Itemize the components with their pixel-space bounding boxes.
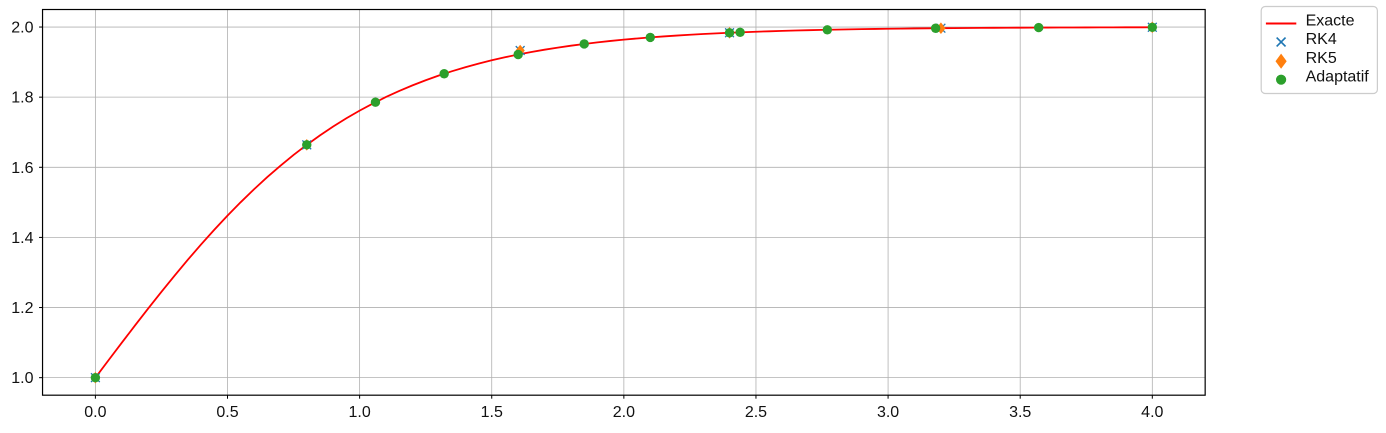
svg-text:1.6: 1.6 — [11, 160, 33, 177]
svg-text:RK5: RK5 — [1306, 50, 1337, 67]
svg-text:2.0: 2.0 — [613, 404, 635, 421]
svg-text:3.5: 3.5 — [1009, 404, 1031, 421]
svg-text:2.5: 2.5 — [745, 404, 767, 421]
svg-text:1.4: 1.4 — [11, 230, 33, 247]
svg-text:4.0: 4.0 — [1141, 404, 1163, 421]
svg-text:0.0: 0.0 — [84, 404, 106, 421]
svg-text:Exacte: Exacte — [1306, 13, 1355, 30]
svg-text:1.0: 1.0 — [348, 404, 370, 421]
svg-text:Adaptatif: Adaptatif — [1306, 69, 1370, 86]
svg-text:1.8: 1.8 — [11, 90, 33, 107]
svg-text:1.0: 1.0 — [11, 370, 33, 387]
svg-text:3.0: 3.0 — [877, 404, 899, 421]
svg-text:2.0: 2.0 — [11, 20, 33, 37]
svg-text:RK4: RK4 — [1306, 31, 1337, 48]
svg-text:1.2: 1.2 — [11, 300, 33, 317]
svg-text:0.5: 0.5 — [216, 404, 238, 421]
svg-text:1.5: 1.5 — [481, 404, 503, 421]
